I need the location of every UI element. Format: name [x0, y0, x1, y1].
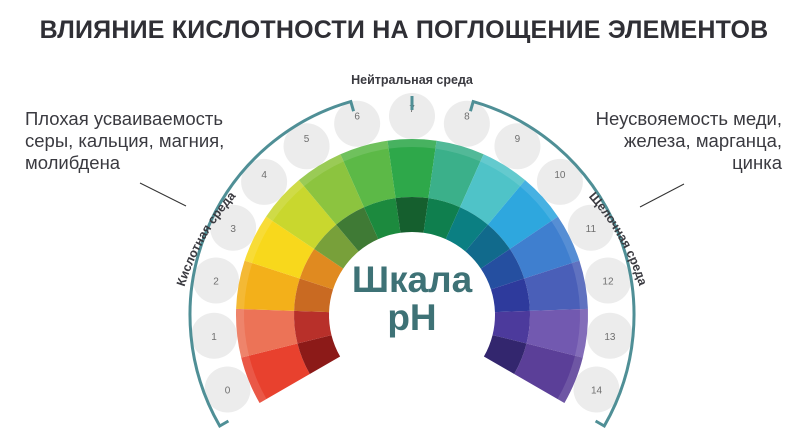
ph-segment-rim: [480, 154, 526, 187]
alkaline-effect-note: Неусвояемость меди, железа, марганца, ци…: [595, 108, 782, 173]
ph-segment-rim: [241, 355, 267, 403]
ph-bubble: [283, 123, 330, 170]
ph-bubble: [567, 204, 614, 251]
ph-segment-outer: [236, 308, 298, 358]
page-title: ВЛИЯНИЕ КИСЛОТНОСТИ НА ПОГЛОЩЕНИЕ ЭЛЕМЕН…: [39, 16, 769, 44]
ph-bubble: [389, 93, 435, 139]
ph-number-label: 12: [602, 276, 614, 287]
ph-number-label: 1: [211, 332, 217, 343]
ph-segment-inner: [314, 224, 359, 269]
ph-number-label: 5: [304, 134, 310, 145]
ph-number-label: 8: [464, 112, 470, 123]
ph-color-segments: [236, 139, 588, 403]
alkaline-range-bracket: [468, 99, 636, 429]
ph-segment-outer: [514, 343, 583, 403]
ph-bubble: [494, 123, 541, 170]
ph-bubble: [191, 312, 238, 359]
ph-bubble: [334, 100, 381, 147]
ph-bubble: [210, 204, 257, 251]
center-title-line2: pH: [387, 297, 436, 338]
ph-bubble: [193, 257, 240, 304]
center-title-line1: Шкала: [352, 259, 473, 300]
acid-effect-note: Плохая усваиваемость серы, кальция, магн…: [25, 108, 225, 173]
ph-bubble: [241, 158, 288, 205]
left-leader-line: [139, 182, 187, 207]
ph-segment-inner: [294, 278, 334, 313]
ph-segment-inner: [423, 198, 460, 240]
ph-number-label: 6: [354, 112, 360, 123]
ph-segment-inner: [299, 249, 344, 290]
ph-segment-rim: [244, 216, 273, 264]
ph-segment-outer: [487, 180, 558, 250]
ph-segment-outer: [298, 154, 365, 225]
ph-segment-inner: [395, 197, 429, 233]
ph-segment-outer: [428, 140, 484, 208]
ph-segment-outer: [241, 343, 310, 403]
right-leader-line: [639, 183, 685, 208]
ph-bubble: [536, 158, 583, 205]
ph-segment-rim: [571, 260, 588, 310]
ph-bubble: [443, 100, 490, 147]
ph-number-label: 2: [213, 276, 219, 287]
ph-number-label: 9: [515, 134, 521, 145]
ph-segment-rim: [340, 140, 389, 162]
ph-segment-inner: [445, 207, 488, 252]
ph-number-label: 3: [230, 224, 236, 235]
ph-segment-rim: [387, 139, 437, 149]
ph-segment-outer: [526, 308, 588, 358]
ph-segment-rim: [266, 180, 305, 222]
ph-segment-outer: [524, 260, 588, 311]
ph-segment-outer: [459, 154, 526, 225]
ph-segment-outer: [509, 216, 580, 279]
ph-segment-inner: [294, 310, 332, 344]
ph-segment-rim: [236, 260, 253, 310]
ph-number-label: 0: [225, 386, 231, 397]
range-brackets: [188, 96, 636, 429]
ph-number-label: 4: [261, 170, 267, 181]
ph-segment-inner: [297, 335, 341, 374]
ph-segment-rim: [557, 355, 583, 403]
ph-segment-inner: [490, 278, 530, 313]
ph-segment-rim: [519, 180, 558, 222]
ph-number-label: 10: [554, 170, 566, 181]
ph-segment-inner: [465, 224, 510, 269]
ph-bubble: [204, 366, 251, 413]
ph-segment-inner: [364, 198, 401, 240]
ph-segment-outer: [340, 140, 396, 208]
ph-segment-outer: [244, 216, 315, 279]
ph-segment-rim: [236, 308, 249, 358]
ph-segment-outer: [266, 180, 337, 250]
ph-bubble: [584, 257, 631, 304]
ph-segment-rim: [298, 154, 344, 187]
ph-number-label: 14: [591, 386, 603, 397]
ph-segment-rim: [551, 216, 580, 264]
ph-segment-inner: [480, 249, 525, 290]
ph-bubble: [586, 312, 633, 359]
ph-segment-inner: [492, 310, 530, 344]
ph-segment-rim: [575, 308, 588, 358]
neutral-label: Нейтральная среда: [351, 73, 474, 87]
ph-segment-rim: [435, 140, 484, 162]
ph-bubble: [573, 366, 620, 413]
ph-segment-outer: [236, 260, 300, 311]
acid-range-bracket: [188, 99, 356, 429]
ph-number-label: 13: [604, 332, 616, 343]
ph-segment-inner: [336, 207, 379, 252]
ph-number-label: 11: [586, 224, 597, 235]
ph-segment-inner: [483, 335, 527, 374]
ph-segment-outer: [387, 139, 437, 199]
